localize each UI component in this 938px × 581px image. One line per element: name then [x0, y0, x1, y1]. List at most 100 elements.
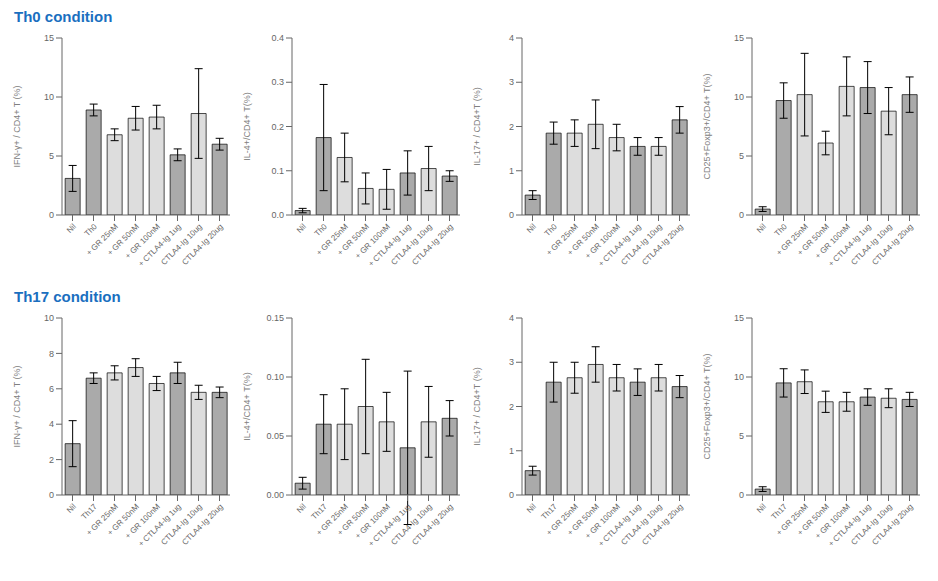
svg-text:0: 0 — [739, 210, 744, 220]
svg-text:0.10: 0.10 — [266, 372, 284, 382]
svg-text:15: 15 — [44, 33, 54, 43]
svg-text:IFN-γ+ / CD4+ T (%): IFN-γ+ / CD4+ T (%) — [12, 365, 22, 447]
svg-text:CTLA4-Ig 10ug: CTLA4-Ig 10ug — [389, 502, 434, 547]
svg-text:+ GR 100nM: + GR 100nM — [123, 502, 162, 541]
svg-text:+ GR 50nM: + GR 50nM — [105, 502, 141, 538]
svg-text:8: 8 — [49, 349, 54, 359]
svg-text:CTLA4-Ig 20ug: CTLA4-Ig 20ug — [180, 222, 225, 267]
svg-text:+ GR 50nM: + GR 50nM — [335, 222, 371, 258]
svg-text:+ GR 100nM: + GR 100nM — [353, 222, 392, 261]
svg-text:4: 4 — [509, 33, 514, 43]
svg-text:IL-17+ / CD4+T (%): IL-17+ / CD4+T (%) — [472, 87, 482, 165]
svg-text:0.15: 0.15 — [266, 313, 284, 323]
svg-text:15: 15 — [734, 33, 744, 43]
svg-text:Th0: Th0 — [773, 222, 790, 239]
svg-text:CTLA4-Ig 20ug: CTLA4-Ig 20ug — [870, 222, 915, 267]
svg-text:6: 6 — [49, 384, 54, 394]
svg-text:+ GR 100nM: + GR 100nM — [813, 222, 852, 261]
svg-text:+ CTLA4-Ig 1ug: + CTLA4-Ig 1ug — [136, 502, 183, 549]
svg-text:0: 0 — [49, 210, 54, 220]
svg-text:CTLA4-Ig 10ug: CTLA4-Ig 10ug — [389, 222, 434, 267]
svg-text:+ GR 100nM: + GR 100nM — [583, 222, 622, 261]
svg-text:10: 10 — [44, 313, 54, 323]
svg-text:CTLA4-Ig 10ug: CTLA4-Ig 10ug — [849, 502, 894, 547]
svg-text:0: 0 — [509, 490, 514, 500]
svg-text:+ GR 100nM: + GR 100nM — [583, 502, 622, 541]
svg-text:5: 5 — [739, 431, 744, 441]
svg-text:15: 15 — [734, 313, 744, 323]
svg-text:0.0: 0.0 — [271, 210, 284, 220]
svg-text:10: 10 — [734, 92, 744, 102]
svg-text:0.00: 0.00 — [266, 490, 284, 500]
svg-text:1: 1 — [509, 166, 514, 176]
svg-text:+ GR 50nM: + GR 50nM — [565, 222, 601, 258]
svg-text:0.05: 0.05 — [266, 431, 284, 441]
svg-text:IL-17+ / CD4+T (%): IL-17+ / CD4+T (%) — [472, 367, 482, 445]
svg-text:IFN-γ+ / CD4+ T (%): IFN-γ+ / CD4+ T (%) — [12, 85, 22, 167]
svg-text:+ CTLA4-Ig 1ug: + CTLA4-Ig 1ug — [366, 502, 413, 549]
svg-text:+ CTLA4-Ig 1ug: + CTLA4-Ig 1ug — [596, 502, 643, 549]
svg-text:10: 10 — [734, 372, 744, 382]
svg-text:IL-4+/CD4+ T(%): IL-4+/CD4+ T(%) — [242, 92, 252, 160]
svg-text:0.1: 0.1 — [271, 166, 284, 176]
svg-text:+ CTLA4-Ig 1ug: + CTLA4-Ig 1ug — [136, 222, 183, 269]
svg-text:Th0: Th0 — [83, 222, 100, 239]
svg-text:Th0: Th0 — [543, 222, 560, 239]
svg-text:CTLA4-Ig 10ug: CTLA4-Ig 10ug — [619, 222, 664, 267]
svg-text:Nil: Nil — [755, 222, 768, 235]
svg-text:Nil: Nil — [295, 502, 308, 515]
svg-text:Th0: Th0 — [313, 222, 330, 239]
svg-text:10: 10 — [44, 92, 54, 102]
svg-text:+ GR 50nM: + GR 50nM — [105, 222, 141, 258]
svg-text:+ GR 25nM: + GR 25nM — [544, 222, 580, 258]
svg-text:CTLA4-Ig 10ug: CTLA4-Ig 10ug — [849, 222, 894, 267]
svg-text:+ GR 25nM: + GR 25nM — [774, 222, 810, 258]
svg-text:CTLA4-Ig 20ug: CTLA4-Ig 20ug — [870, 502, 915, 547]
svg-text:CTLA4-Ig 20ug: CTLA4-Ig 20ug — [640, 222, 685, 267]
svg-text:+ GR 100nM: + GR 100nM — [353, 502, 392, 541]
svg-text:0: 0 — [509, 210, 514, 220]
svg-text:0.2: 0.2 — [271, 122, 284, 132]
svg-text:+ GR 100nM: + GR 100nM — [813, 502, 852, 541]
svg-text:0: 0 — [49, 490, 54, 500]
svg-text:+ GR 25nM: + GR 25nM — [314, 502, 350, 538]
svg-text:+ GR 25nM: + GR 25nM — [314, 222, 350, 258]
svg-text:+ GR 50nM: + GR 50nM — [795, 222, 831, 258]
svg-text:IL-4+/CD4+ T(%): IL-4+/CD4+ T(%) — [242, 372, 252, 440]
svg-text:+ GR 100nM: + GR 100nM — [123, 222, 162, 261]
svg-text:2: 2 — [49, 455, 54, 465]
svg-text:+ CTLA4-Ig 1ug: + CTLA4-Ig 1ug — [826, 502, 873, 549]
svg-text:Nil: Nil — [755, 502, 768, 515]
svg-text:Nil: Nil — [525, 502, 538, 515]
svg-text:Nil: Nil — [65, 222, 78, 235]
svg-text:3: 3 — [509, 77, 514, 87]
svg-text:1: 1 — [509, 446, 514, 456]
svg-text:Nil: Nil — [65, 502, 78, 515]
svg-text:CTLA4-Ig 10ug: CTLA4-Ig 10ug — [159, 502, 204, 547]
svg-text:CD25+Foxp3+/CD4+ T(%): CD25+Foxp3+/CD4+ T(%) — [702, 353, 712, 459]
svg-text:0.4: 0.4 — [271, 33, 284, 43]
svg-text:CTLA4-Ig 20ug: CTLA4-Ig 20ug — [640, 502, 685, 547]
svg-text:5: 5 — [49, 151, 54, 161]
svg-text:5: 5 — [739, 151, 744, 161]
svg-text:CD25+Foxp3+/CD4+ T(%): CD25+Foxp3+/CD4+ T(%) — [702, 73, 712, 179]
svg-text:+ GR 25nM: + GR 25nM — [84, 222, 120, 258]
svg-text:+ GR 25nM: + GR 25nM — [84, 502, 120, 538]
svg-text:+ CTLA4-Ig 1ug: + CTLA4-Ig 1ug — [596, 222, 643, 269]
svg-text:CTLA4-Ig 10ug: CTLA4-Ig 10ug — [159, 222, 204, 267]
svg-text:CTLA4-Ig 10ug: CTLA4-Ig 10ug — [619, 502, 664, 547]
svg-text:Nil: Nil — [525, 222, 538, 235]
svg-text:0.3: 0.3 — [271, 77, 284, 87]
svg-text:+ CTLA4-Ig 1ug: + CTLA4-Ig 1ug — [826, 222, 873, 269]
svg-text:4: 4 — [49, 419, 54, 429]
svg-text:0: 0 — [739, 490, 744, 500]
svg-text:3: 3 — [509, 357, 514, 367]
svg-text:2: 2 — [509, 122, 514, 132]
svg-text:4: 4 — [509, 313, 514, 323]
svg-text:2: 2 — [509, 402, 514, 412]
svg-text:CTLA4-Ig 20ug: CTLA4-Ig 20ug — [410, 222, 455, 267]
svg-text:CTLA4-Ig 20ug: CTLA4-Ig 20ug — [180, 502, 225, 547]
svg-text:CTLA4-Ig 20ug: CTLA4-Ig 20ug — [410, 502, 455, 547]
svg-text:+ CTLA4-Ig 1ug: + CTLA4-Ig 1ug — [366, 222, 413, 269]
svg-text:Nil: Nil — [295, 222, 308, 235]
